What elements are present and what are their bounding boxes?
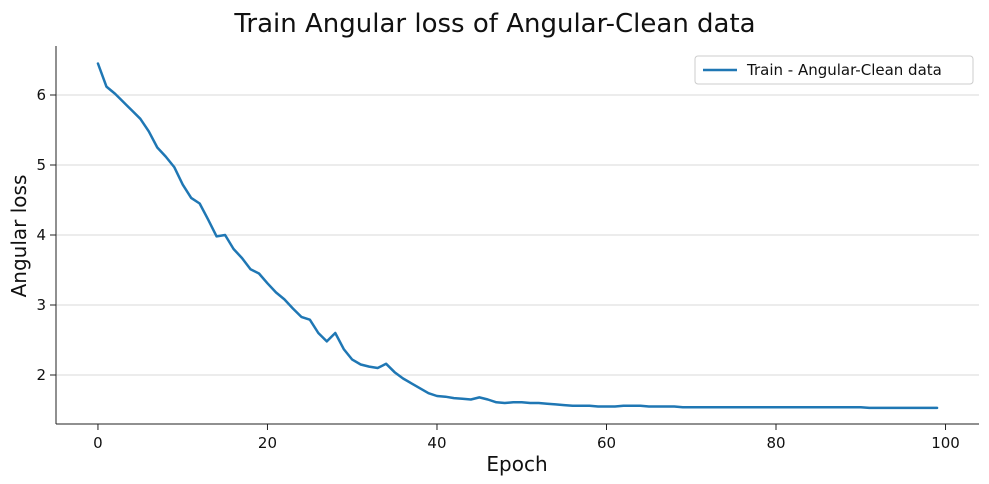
y-tick-label: 3 (36, 296, 46, 314)
x-tick-label: 20 (258, 434, 277, 452)
x-tick-label: 40 (427, 434, 446, 452)
y-tick-label: 6 (36, 86, 46, 104)
y-tick-label: 5 (36, 156, 46, 174)
legend: Train - Angular-Clean data (694, 55, 974, 85)
y-axis-label: Angular loss (7, 175, 31, 298)
y-gridlines (56, 94, 979, 376)
legend-box (694, 55, 974, 85)
legend-label: Train - Angular-Clean data (746, 61, 942, 79)
y-tick-label: 4 (36, 226, 46, 244)
series-line (96, 62, 939, 410)
x-tick-label: 60 (597, 434, 616, 452)
x-tick-label: 80 (766, 434, 785, 452)
chart-title: Train Angular loss of Angular-Clean data (233, 9, 755, 39)
x-tick-label: 0 (93, 434, 103, 452)
y-tick-label: 2 (36, 366, 46, 384)
series-layer (96, 62, 939, 410)
x-axis-label: Epoch (486, 452, 547, 476)
x-tick-label: 100 (931, 434, 960, 452)
